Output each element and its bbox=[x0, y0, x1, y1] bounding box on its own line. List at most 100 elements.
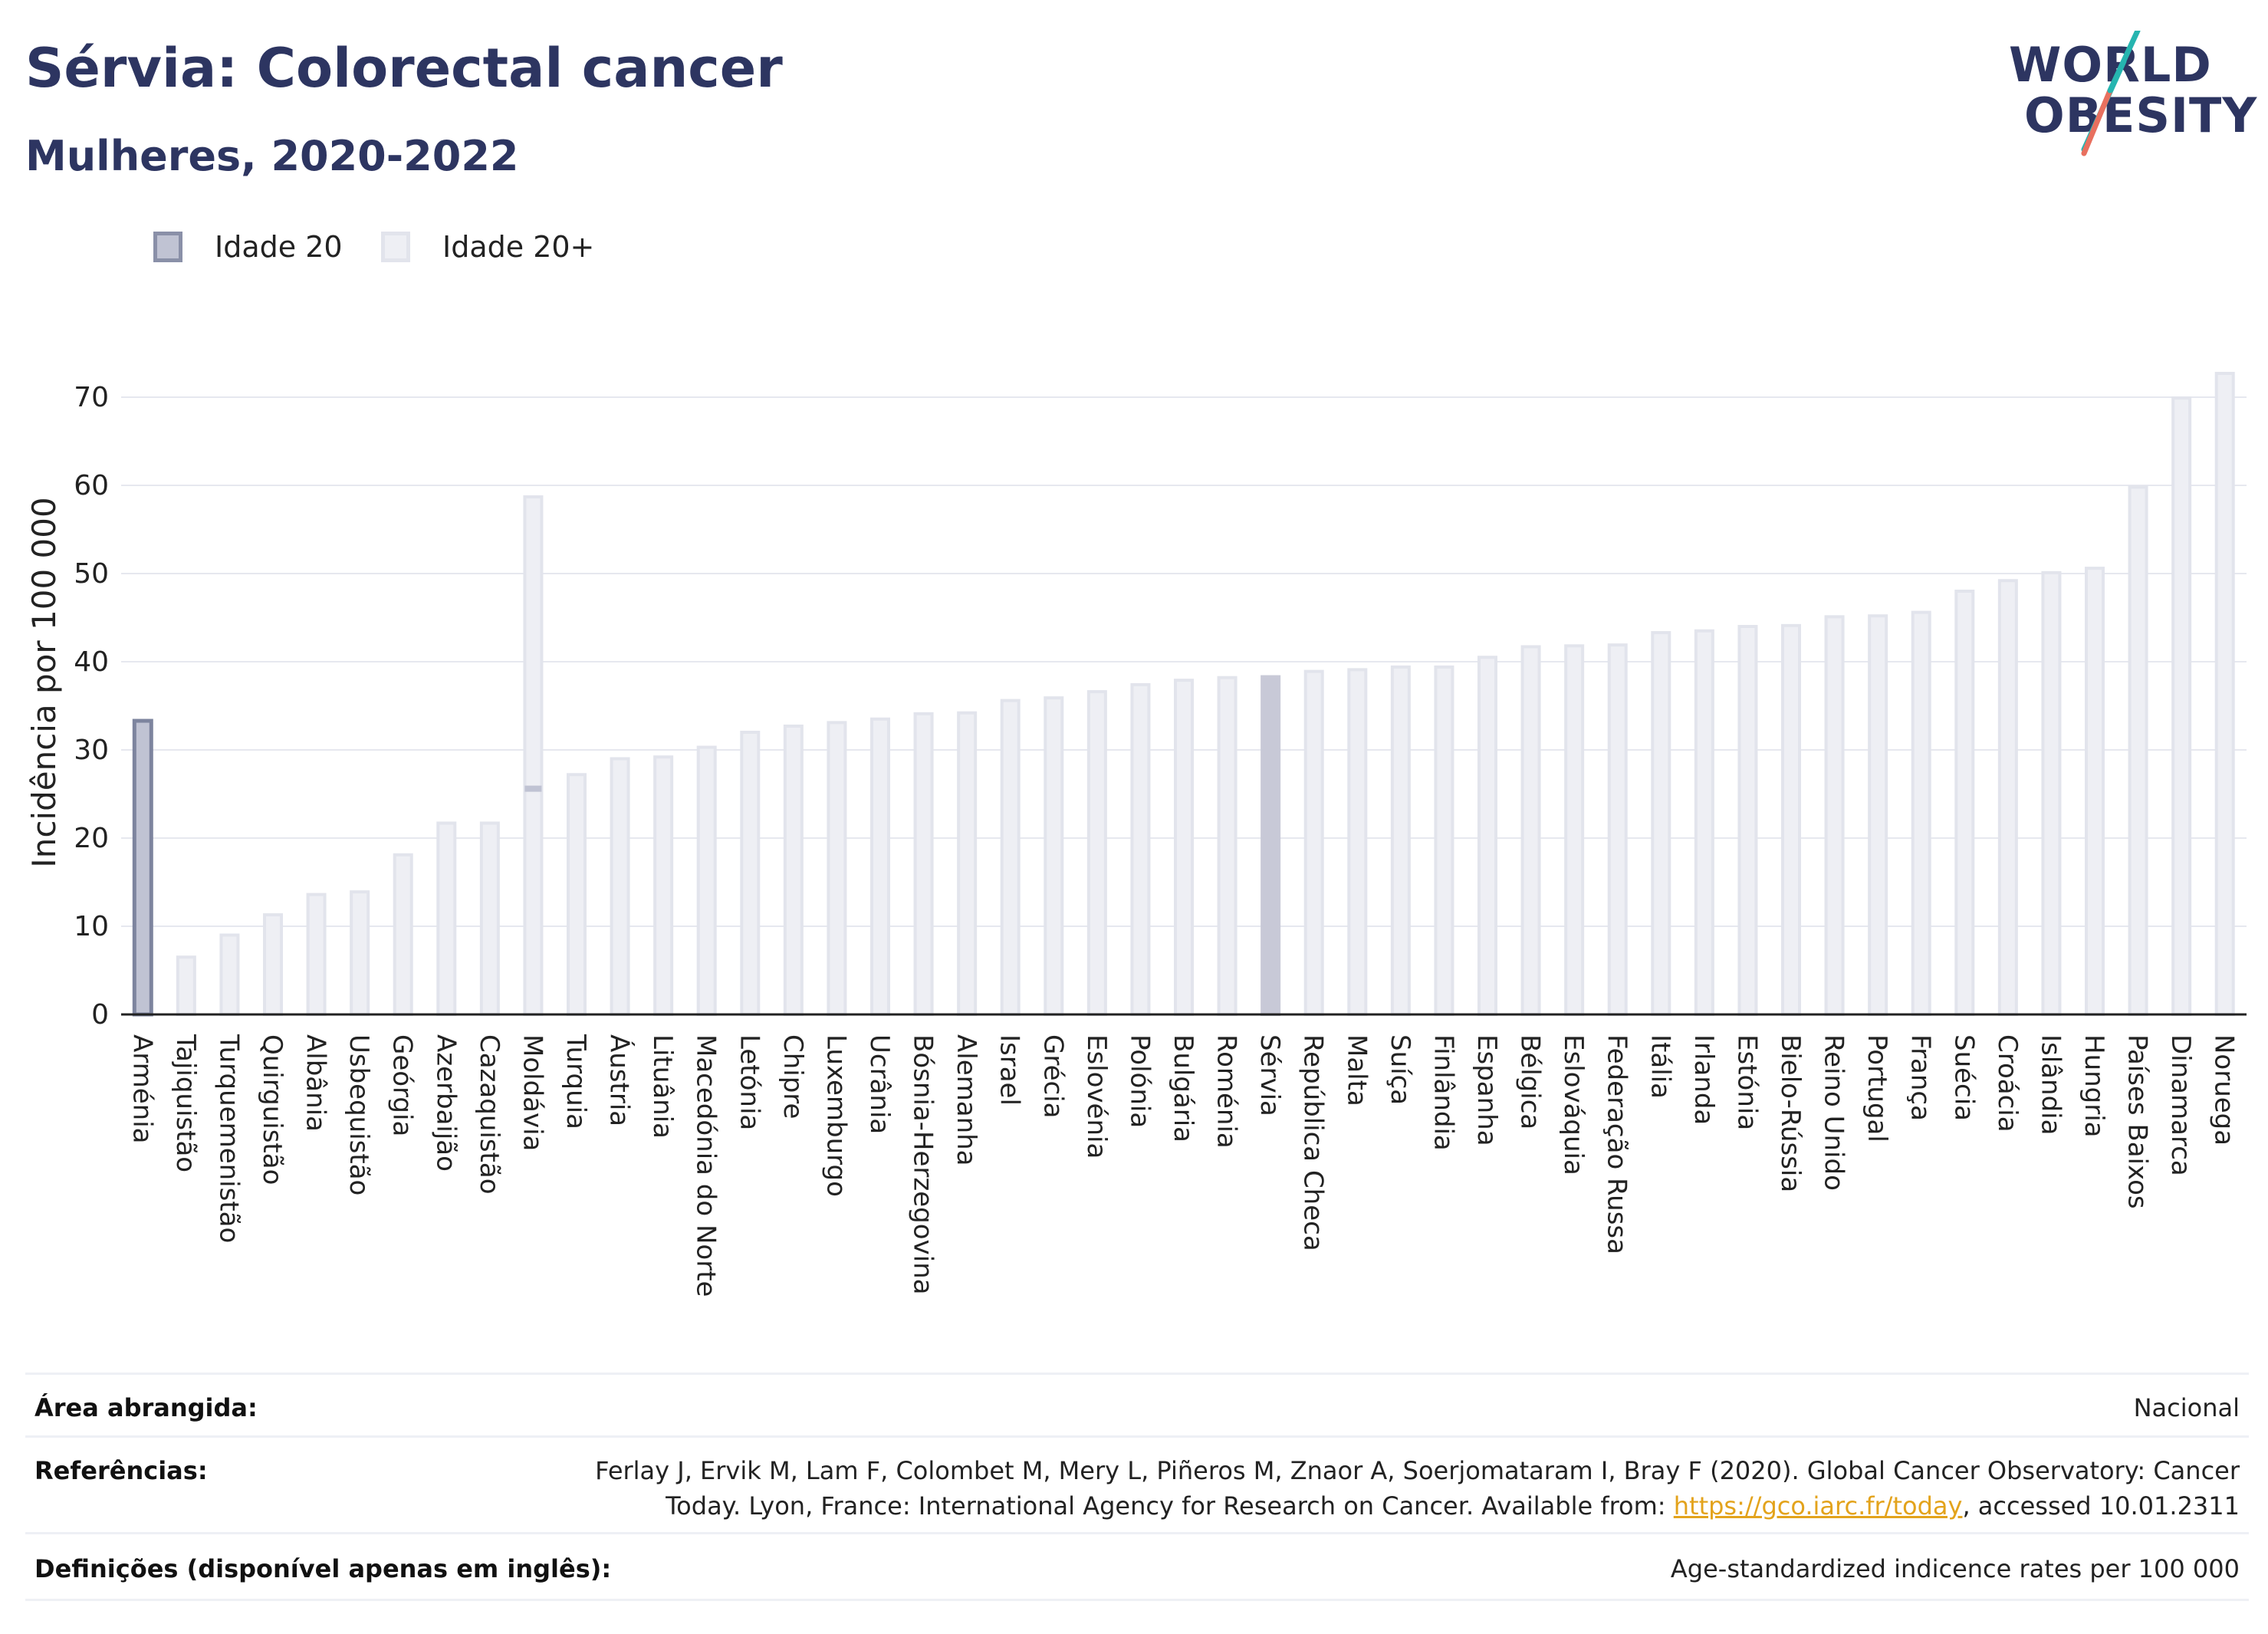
x-tick-label: Bulgária bbox=[1168, 1034, 1198, 1142]
bar-idade-20-plus[interactable] bbox=[2171, 396, 2192, 1016]
bar-idade-20-plus[interactable] bbox=[1174, 679, 1194, 1017]
y-axis-title: Incidência por 100 000 bbox=[25, 497, 63, 867]
bar-idade-20-plus[interactable] bbox=[870, 717, 890, 1016]
bar-idade-20-plus[interactable] bbox=[219, 933, 240, 1016]
bar-idade-20-plus[interactable] bbox=[393, 853, 413, 1016]
bar-idade-20[interactable] bbox=[132, 718, 153, 1017]
bar-idade-20-plus[interactable] bbox=[1694, 629, 1714, 1016]
x-tick-label: Suíça bbox=[1385, 1034, 1415, 1105]
bar-idade-20-plus[interactable] bbox=[1347, 668, 1368, 1016]
references-line-2-pre: Today. Lyon, France: International Agenc… bbox=[666, 1491, 1674, 1521]
x-tick-label: Portugal bbox=[1862, 1034, 1892, 1142]
x-tick-label: Alemanha bbox=[951, 1034, 981, 1166]
bar-idade-20-plus[interactable] bbox=[1044, 696, 1064, 1017]
definitions-label: Definições (disponível apenas em inglês)… bbox=[35, 1554, 612, 1583]
bar-idade-20-plus[interactable] bbox=[1824, 615, 1845, 1016]
x-tick-label: Eslováquia bbox=[1558, 1034, 1589, 1175]
bar-idade-20-plus[interactable] bbox=[696, 745, 717, 1016]
x-tick-label: Quirguistão bbox=[257, 1034, 288, 1185]
bar-idade-20-plus[interactable] bbox=[1911, 610, 1931, 1016]
marker-idade-20[interactable] bbox=[524, 785, 542, 792]
bar-idade-20-plus[interactable] bbox=[1781, 623, 1801, 1016]
references-link[interactable]: https://gco.iarc.fr/today bbox=[1673, 1491, 1963, 1521]
legend-swatch-idade-20-plus bbox=[381, 232, 410, 262]
references-line-2-post: , accessed 10.01.2311 bbox=[1962, 1491, 2240, 1521]
x-tick-label: Azerbaijão bbox=[430, 1034, 461, 1172]
bar-idade-20-plus[interactable] bbox=[610, 757, 630, 1016]
x-tick-label: Geórgia bbox=[387, 1034, 418, 1136]
bar-idade-20-plus[interactable] bbox=[2041, 570, 2062, 1016]
bar-idade-20-plus[interactable] bbox=[1564, 644, 1585, 1016]
x-tick-label: Malta bbox=[1341, 1034, 1372, 1106]
bar-idade-20-plus[interactable] bbox=[1651, 631, 1671, 1016]
bar-idade-20-plus[interactable] bbox=[436, 821, 457, 1016]
page-subtitle: Mulheres, 2020-2022 bbox=[25, 132, 519, 180]
bar-idade-20-plus[interactable] bbox=[913, 712, 934, 1016]
x-tick-label: Luxemburgo bbox=[820, 1034, 851, 1197]
bar-idade-20-plus[interactable] bbox=[1303, 669, 1324, 1017]
x-tick-label: Espanha bbox=[1471, 1034, 1502, 1146]
bar-idade-20-plus[interactable] bbox=[523, 495, 544, 1016]
bar-idade-20-plus[interactable] bbox=[1434, 665, 1454, 1017]
bar-idade-20-plus[interactable] bbox=[783, 724, 804, 1016]
x-tick-label: Áustria bbox=[604, 1034, 636, 1126]
bar-idade-20-plus[interactable] bbox=[1217, 676, 1238, 1016]
x-tick-label: Bielo-Rússia bbox=[1775, 1034, 1806, 1192]
legend-label-idade-20: Idade 20 bbox=[215, 230, 343, 264]
references-line-2: Today. Lyon, France: International Agenc… bbox=[595, 1488, 2240, 1524]
bar-idade-20-plus[interactable] bbox=[827, 721, 847, 1016]
x-tick-label: Eslovénia bbox=[1081, 1034, 1112, 1159]
legend-item-idade-20[interactable]: Idade 20 bbox=[153, 230, 343, 264]
logo-line1: WORLD bbox=[2009, 37, 2212, 93]
bar-idade-20-plus[interactable] bbox=[2085, 567, 2105, 1016]
bar-idade-20-plus[interactable] bbox=[306, 893, 327, 1016]
x-tick-label: Estónia bbox=[1731, 1034, 1762, 1130]
bar-layer bbox=[132, 371, 2235, 1017]
bar-idade-20-plus[interactable] bbox=[1390, 665, 1411, 1017]
legend-item-idade-20-plus[interactable]: Idade 20+ bbox=[381, 230, 594, 264]
bar-idade-20-plus[interactable] bbox=[2214, 371, 2235, 1016]
x-tick-label: Letónia bbox=[734, 1034, 764, 1130]
bar-idade-20-plus[interactable] bbox=[2128, 485, 2148, 1016]
bar-idade-20-plus[interactable] bbox=[1607, 643, 1628, 1017]
bar-idade-20-plus[interactable] bbox=[176, 955, 196, 1016]
y-tick-label: 70 bbox=[74, 382, 109, 413]
logo-slash-icon bbox=[2081, 31, 2141, 156]
x-tick-label: Moldávia bbox=[517, 1034, 547, 1151]
x-tick-label: Dinamarca bbox=[2165, 1034, 2196, 1176]
x-tick-label: Bélgica bbox=[1515, 1034, 1546, 1129]
bar-idade-20-plus[interactable] bbox=[1130, 682, 1151, 1017]
x-tick-label: Bósnia-Herzegovina bbox=[908, 1034, 938, 1295]
bar-idade-20-plus[interactable] bbox=[1737, 625, 1758, 1016]
references-value: Ferlay J, Ervik M, Lam F, Colombet M, Me… bbox=[595, 1453, 2240, 1524]
area-value: Nacional bbox=[2133, 1393, 2240, 1422]
bar-idade-20-plus[interactable] bbox=[1997, 579, 2018, 1016]
logo-line2: OBESITY bbox=[2024, 87, 2258, 143]
x-tick-label: Tajiquistão bbox=[170, 1034, 201, 1172]
x-tick-label: Polónia bbox=[1124, 1034, 1155, 1128]
bar-idade-20-plus[interactable] bbox=[1520, 645, 1541, 1016]
bar-idade-20-plus[interactable] bbox=[350, 890, 370, 1017]
bar-idade-20-plus[interactable] bbox=[1954, 590, 1975, 1016]
bar-idade-20-plus[interactable] bbox=[1477, 656, 1497, 1016]
x-tick-label: Noruega bbox=[2209, 1034, 2240, 1146]
bar-idade-20-plus[interactable] bbox=[740, 731, 761, 1016]
info-row-definitions: Definições (disponível apenas em inglês)… bbox=[25, 1532, 2249, 1601]
x-tick-label: Sérvia bbox=[1254, 1034, 1285, 1116]
y-tick-label: 60 bbox=[74, 470, 109, 501]
page-title: Sérvia: Colorectal cancer bbox=[25, 37, 783, 100]
y-tick-label: 20 bbox=[74, 823, 109, 854]
bar-idade-20-plus[interactable] bbox=[653, 755, 674, 1016]
bar-idade-20-plus[interactable] bbox=[957, 711, 978, 1016]
x-tick-label: Grécia bbox=[1037, 1034, 1068, 1118]
bar-idade-20-plus[interactable] bbox=[263, 913, 283, 1017]
bar-idade-20-plus[interactable] bbox=[567, 773, 587, 1016]
bar-idade-20-plus[interactable] bbox=[1261, 675, 1281, 1016]
bar-idade-20-plus[interactable] bbox=[479, 821, 500, 1016]
x-tick-label: Usbequistão bbox=[343, 1034, 374, 1195]
x-tick-label: França bbox=[1905, 1034, 1936, 1121]
bar-idade-20-plus[interactable] bbox=[1868, 614, 1888, 1016]
bar-idade-20-plus[interactable] bbox=[1000, 699, 1021, 1016]
x-tick-label: República Checa bbox=[1298, 1034, 1329, 1251]
bar-idade-20-plus[interactable] bbox=[1086, 690, 1107, 1016]
